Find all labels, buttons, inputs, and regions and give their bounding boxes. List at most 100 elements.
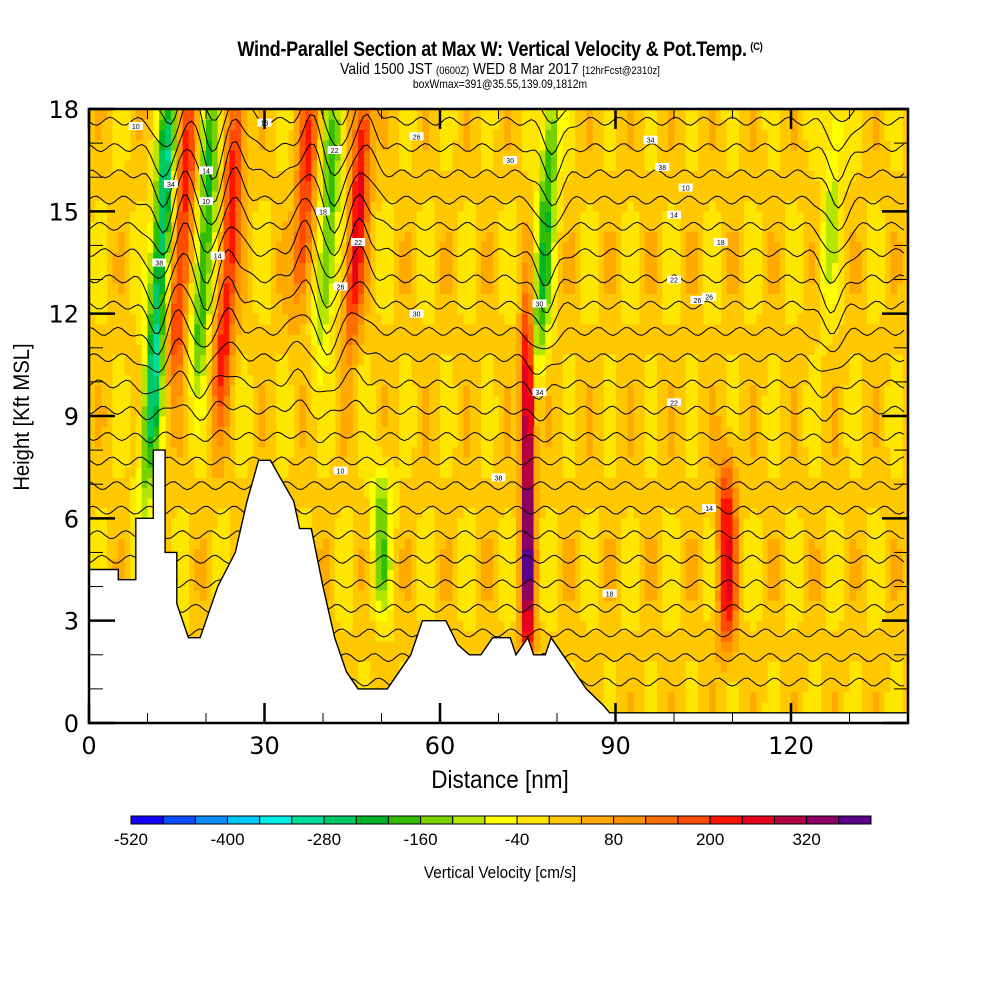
velocity-cell [404,282,412,294]
velocity-cell [668,446,675,458]
velocity-cell [609,385,617,397]
velocity-cell [124,139,131,151]
velocity-cell [246,385,254,397]
velocity-cell [791,201,798,212]
velocity-cell [176,262,184,274]
velocity-cell [463,416,470,427]
velocity-cell [100,405,108,417]
velocity-cell [176,344,184,356]
velocity-cell [562,375,570,386]
velocity-cell [223,395,230,407]
velocity-cell [814,426,821,438]
velocity-cell [808,109,815,120]
velocity-cell [352,149,359,161]
velocity-cell [323,149,330,161]
velocity-cell [129,487,137,499]
velocity-cell [826,620,833,632]
velocity-cell [258,416,266,427]
velocity-cell [340,364,347,376]
velocity-cell [422,569,429,581]
velocity-cell [621,538,628,550]
velocity-cell [533,446,541,458]
velocity-cell [551,190,558,202]
velocity-cell [791,508,798,519]
velocity-cell [323,589,330,601]
velocity-cell [287,119,295,131]
velocity-cell [504,579,511,591]
velocity-cell [890,589,897,601]
velocity-cell [498,293,505,305]
velocity-cell [334,528,342,540]
velocity-cell [820,139,827,151]
velocity-cell [580,579,587,591]
contour-label-bg [690,296,705,305]
velocity-cell [428,282,435,294]
velocity-cell [750,395,757,407]
velocity-cell [785,538,792,550]
velocity-cell [194,334,201,345]
velocity-cell [837,201,845,212]
velocity-cell [545,282,552,294]
velocity-cell [808,354,815,366]
contour-label: 38 [155,261,163,268]
velocity-cell [404,231,412,243]
velocity-cell [516,426,523,438]
velocity-cell [796,600,804,612]
velocity-cell [755,559,763,571]
velocity-cell [539,610,546,622]
velocity-cell [211,221,219,233]
velocity-cell [89,242,96,253]
velocity-cell [580,221,587,233]
velocity-cell [580,569,587,581]
velocity-cell [820,252,827,264]
velocity-cell [527,323,535,335]
colorbar-tick-label: 80 [604,830,623,849]
velocity-cell [323,375,330,386]
velocity-cell [890,416,897,427]
velocity-cell [539,129,546,141]
velocity-cell [539,119,546,131]
velocity-cell [94,221,102,233]
velocity-cell [849,170,856,182]
velocity-cell [744,313,751,325]
contour-label: 10 [337,469,345,476]
velocity-cell [428,589,435,601]
velocity-cell [516,446,523,458]
velocity-cell [469,231,476,243]
velocity-cell [176,170,184,182]
velocity-cell [808,426,815,438]
velocity-cell [206,323,213,335]
velocity-cell [510,252,517,264]
velocity-cell [855,549,862,560]
velocity-cell [533,508,541,519]
velocity-cell [235,323,242,335]
velocity-cell [831,149,839,161]
velocity-cell [170,416,178,427]
velocity-cell [504,426,511,438]
velocity-cell [714,538,722,550]
velocity-cell [229,334,236,345]
velocity-cell [147,262,154,274]
velocity-cell [533,579,541,591]
velocity-cell [428,569,435,581]
velocity-cell [539,364,546,376]
velocity-cell [147,405,154,417]
velocity-cell [837,303,845,315]
velocity-cell [188,436,195,448]
velocity-cell [562,129,570,141]
velocity-cell [352,211,359,223]
velocity-cell [311,375,318,386]
contour-label-bg [128,122,143,131]
velocity-cell [755,538,763,550]
velocity-cell [480,252,488,264]
velocity-cell [627,252,634,264]
velocity-cell [884,405,892,417]
velocity-cell [428,518,435,530]
velocity-cell [791,293,798,305]
velocity-cell [504,313,511,325]
velocity-cell [855,385,862,397]
velocity-cell [264,221,271,233]
velocity-cell [486,579,494,591]
velocity-cell [100,559,108,571]
velocity-cell [334,569,342,581]
